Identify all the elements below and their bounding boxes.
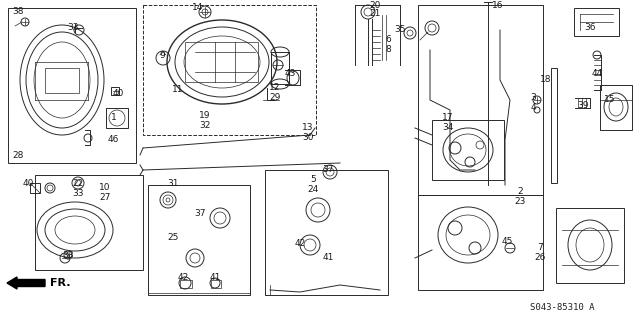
Text: 40: 40 — [22, 179, 34, 188]
Text: 23: 23 — [515, 197, 525, 206]
Text: 17: 17 — [442, 114, 454, 122]
Text: 42: 42 — [294, 239, 306, 248]
Text: 4: 4 — [530, 102, 536, 112]
Bar — [8, 8, 136, 163]
Text: 37: 37 — [323, 166, 333, 174]
Text: 9: 9 — [159, 50, 165, 60]
Bar — [211, 280, 221, 288]
Text: 6: 6 — [385, 35, 391, 44]
Text: 24: 24 — [307, 186, 319, 195]
Text: 39: 39 — [577, 100, 589, 109]
Text: 20: 20 — [369, 1, 381, 10]
Text: 21: 21 — [369, 10, 381, 19]
Text: S043-85310 A: S043-85310 A — [530, 303, 595, 313]
Text: 38: 38 — [62, 250, 74, 259]
Bar — [106, 108, 128, 128]
Bar — [418, 195, 543, 290]
Text: 1: 1 — [111, 114, 117, 122]
Bar — [30, 183, 40, 193]
Text: 32: 32 — [199, 121, 211, 130]
Text: 38: 38 — [12, 8, 24, 17]
Bar — [432, 120, 504, 180]
Text: 28: 28 — [12, 151, 24, 160]
Text: 41: 41 — [323, 254, 333, 263]
Text: 25: 25 — [167, 234, 179, 242]
Text: 26: 26 — [534, 254, 546, 263]
Text: 29: 29 — [269, 93, 281, 102]
Bar — [111, 87, 119, 95]
Text: 34: 34 — [442, 123, 454, 132]
Text: 16: 16 — [492, 1, 504, 10]
Text: 35: 35 — [394, 26, 406, 34]
Bar — [45, 68, 79, 93]
Text: 11: 11 — [172, 85, 184, 94]
Bar — [185, 42, 258, 82]
Bar — [600, 85, 632, 130]
Text: 37: 37 — [195, 209, 205, 218]
Text: 31: 31 — [167, 179, 179, 188]
Text: 14: 14 — [192, 4, 204, 12]
Text: 8: 8 — [385, 44, 391, 54]
Text: 30: 30 — [302, 133, 314, 143]
Text: 10: 10 — [99, 183, 111, 192]
Text: 7: 7 — [537, 243, 543, 253]
Bar — [265, 170, 388, 295]
Bar — [148, 185, 250, 295]
Text: 33: 33 — [67, 24, 79, 33]
Bar — [35, 175, 143, 270]
Text: 18: 18 — [540, 76, 552, 85]
Text: 27: 27 — [99, 194, 111, 203]
Bar — [180, 280, 192, 288]
Text: 45: 45 — [501, 238, 513, 247]
Text: 44: 44 — [591, 69, 603, 78]
Bar — [551, 68, 557, 183]
Bar — [271, 52, 289, 84]
Text: 33: 33 — [72, 189, 84, 197]
Bar — [556, 208, 624, 283]
FancyArrow shape — [7, 277, 45, 289]
Text: 36: 36 — [584, 24, 596, 33]
Text: 3: 3 — [530, 93, 536, 102]
Text: 19: 19 — [199, 110, 211, 120]
Text: 41: 41 — [209, 273, 221, 283]
Bar — [418, 5, 543, 195]
Bar — [143, 5, 316, 135]
Text: 13: 13 — [302, 123, 314, 132]
Text: 42: 42 — [177, 273, 189, 283]
Text: 2: 2 — [517, 188, 523, 197]
Bar — [574, 8, 619, 36]
Text: FR.: FR. — [50, 278, 70, 288]
Text: 5: 5 — [310, 175, 316, 184]
Text: 12: 12 — [269, 84, 281, 93]
Text: 22: 22 — [72, 179, 84, 188]
Text: 40: 40 — [112, 88, 124, 98]
Text: 43: 43 — [284, 69, 296, 78]
Text: 15: 15 — [604, 95, 616, 105]
Text: 46: 46 — [108, 136, 118, 145]
